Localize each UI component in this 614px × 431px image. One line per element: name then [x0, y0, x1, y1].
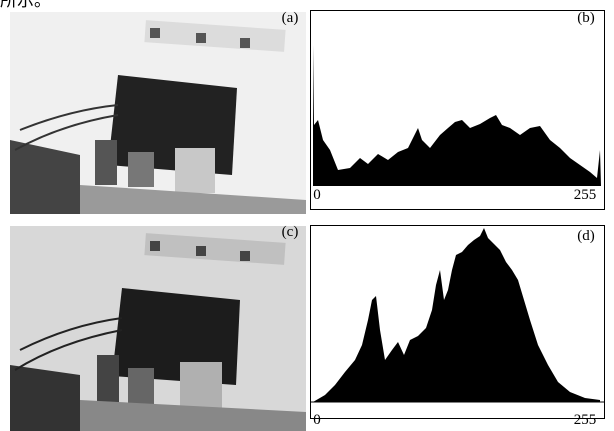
photo-a: [10, 12, 306, 214]
axis-min-label: 0: [313, 187, 321, 203]
header-text: 所示。: [0, 0, 51, 10]
panel-label: (b): [577, 10, 595, 26]
histogram-d: [310, 225, 605, 419]
axis-min-label: 0: [313, 412, 321, 428]
panel-label: (a): [282, 10, 299, 26]
histogram-b: [310, 10, 605, 210]
axis-max-label: 255: [574, 187, 597, 203]
panel-label: (d): [577, 228, 595, 244]
photo-c: [10, 226, 306, 431]
panel-label: (c): [282, 224, 299, 240]
axis-max-label: 255: [574, 412, 597, 428]
